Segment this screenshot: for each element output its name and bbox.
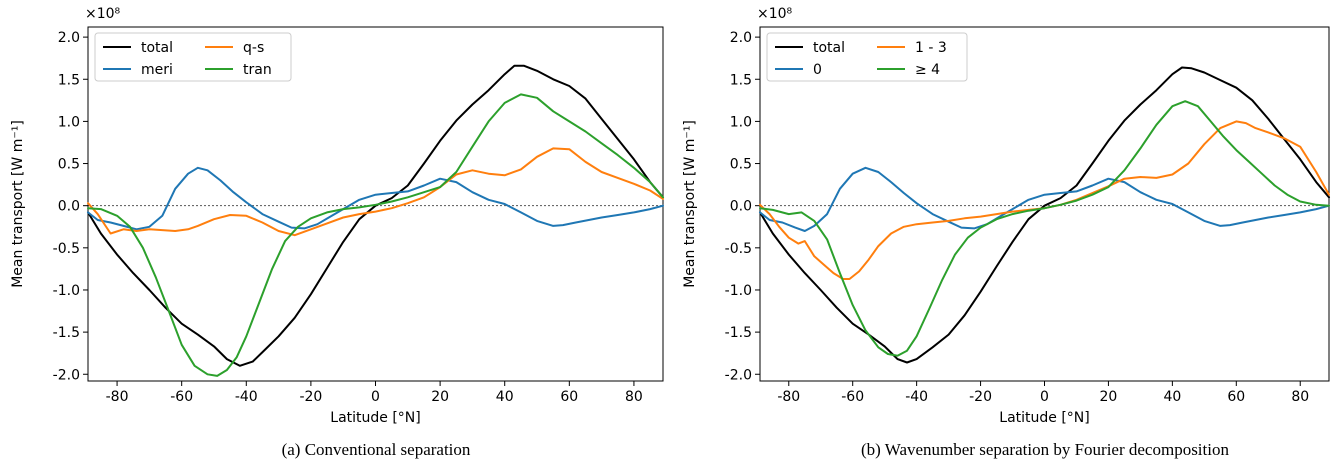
y-tick-label: -2.0: [53, 367, 80, 383]
x-tick-label: 20: [431, 389, 449, 405]
y-tick-label: 0.5: [58, 157, 80, 173]
x-tick-label: 0: [371, 389, 380, 405]
y-tick-label: -1.5: [53, 325, 80, 341]
x-axis-label: Latitude [°N]: [330, 410, 420, 426]
y-tick-label: 0.0: [58, 199, 80, 215]
series-line-total: [87, 64, 664, 367]
y-axis-label: Mean transport [W m⁻¹]: [682, 120, 698, 288]
legend-box: [94, 32, 292, 82]
y-tick-label: 2.0: [730, 30, 752, 46]
chart-panel-b: -80 -60 -40 -20 0 20 40 60 80 2.0 1.5 1.0 0.5 0.0 -0.5…: [682, 6, 1330, 459]
y-tick-label: -2.0: [725, 367, 752, 383]
legend-label: tran: [243, 62, 272, 78]
x-tick-label: -40: [235, 389, 258, 405]
legend-label: meri: [141, 62, 173, 78]
x-tick-label: 60: [1227, 389, 1245, 405]
series-line-q-s: [87, 147, 664, 237]
x-tick-label: -80: [106, 389, 129, 405]
caption-b: (b) Wavenumber separation by Fourier dec…: [861, 440, 1229, 459]
legend: total meri q-s tran: [94, 32, 292, 82]
legend-label: total: [813, 40, 845, 56]
series-line-total: [759, 66, 1330, 364]
x-axis-label: Latitude [°N]: [999, 410, 1089, 426]
x-tick-label: -60: [170, 389, 193, 405]
x-tick-label: -20: [969, 389, 992, 405]
series-line--4: [759, 100, 1330, 357]
series-line-tran: [87, 93, 664, 377]
legend: total 0 1 - 3 ≥ 4: [766, 32, 968, 82]
y-tick-label: 1.5: [730, 72, 752, 88]
chart-panel-a: -80 -60 -40 -20 0 20 40 60 80 2.0 1.5 1.0 0.5 0.0 -0.5…: [10, 6, 664, 459]
series-line-0: [759, 166, 1330, 232]
x-tick-label: 40: [496, 389, 514, 405]
x-tick-label: 80: [1291, 389, 1309, 405]
y-tick-label: -1.0: [53, 283, 80, 299]
x-tick-label: -20: [299, 389, 322, 405]
legend-label: q-s: [243, 40, 264, 56]
y-tick-label: -1.0: [725, 283, 752, 299]
legend-label: 0: [813, 62, 822, 78]
legend-label: total: [141, 40, 173, 56]
y-tick-label: 2.0: [58, 30, 80, 46]
x-tick-label: -80: [777, 389, 800, 405]
x-tick-label: 20: [1100, 389, 1118, 405]
x-tick-label: -60: [841, 389, 864, 405]
x-tick-label: 0: [1040, 389, 1049, 405]
legend-label: 1 - 3: [915, 40, 947, 56]
legend-label: ≥ 4: [915, 62, 940, 78]
x-tick-label: -40: [905, 389, 928, 405]
y-tick-label: 0.0: [730, 199, 752, 215]
y-tick-label: 1.0: [58, 114, 80, 130]
y-tick-label: -1.5: [725, 325, 752, 341]
x-tick-label: 60: [560, 389, 578, 405]
y-axis-label: Mean transport [W m⁻¹]: [10, 120, 26, 288]
y-tick-label: -0.5: [725, 241, 752, 257]
y-multiplier: ×10⁸: [85, 6, 121, 22]
y-tick-label: 1.5: [58, 72, 80, 88]
y-tick-label: -0.5: [53, 241, 80, 257]
caption-a: (a) Conventional separation: [282, 440, 471, 459]
y-tick-label: 1.0: [730, 114, 752, 130]
legend-box: [766, 32, 968, 82]
x-tick-label: 40: [1163, 389, 1181, 405]
series-line-meri: [87, 166, 664, 231]
y-multiplier: ×10⁸: [757, 6, 793, 22]
x-tick-label: 80: [625, 389, 643, 405]
series-line-1-3: [759, 120, 1330, 280]
y-tick-label: 0.5: [730, 157, 752, 173]
